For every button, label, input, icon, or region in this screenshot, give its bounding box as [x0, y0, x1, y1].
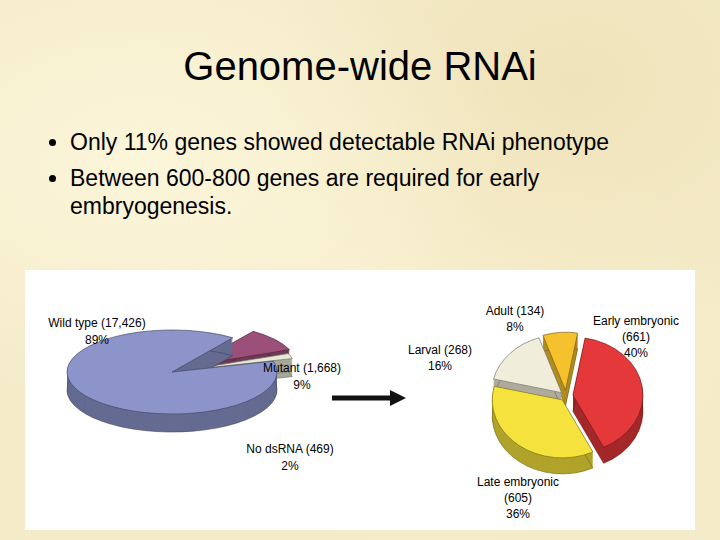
label-part: (469) [302, 442, 333, 456]
slice-label: Larval (268) [408, 343, 472, 357]
pie-1 [492, 332, 643, 474]
arrow-head [390, 390, 406, 406]
label-part: Mutant [263, 361, 300, 375]
slice-label: 16% [428, 359, 452, 373]
slice-label: (605) [504, 491, 532, 505]
chart-area: Wild type (17,426) 89% Mutant (1,668) 9% No … [0, 0, 720, 540]
label-part: (17,426) [98, 316, 146, 330]
chart-panel [25, 270, 695, 530]
label-part: Early embryonic [593, 314, 679, 328]
bullet: Between 600-800 genes are required for e… [70, 164, 680, 220]
slice [492, 386, 593, 458]
slice-label: 2% [281, 459, 299, 473]
pie-0 [67, 330, 292, 432]
slice-label: (661) [622, 330, 650, 344]
slice-side [67, 331, 277, 415]
slice-label: 89% [85, 333, 109, 347]
slice-label: Late embryonic [477, 475, 559, 489]
slice-label: No dsRNA (469) [246, 442, 333, 456]
label-part: (134) [513, 304, 544, 318]
label-part: 2% [281, 459, 299, 473]
label-part: (661) [622, 330, 650, 344]
label-part: 89% [85, 333, 109, 347]
label-part: 16% [428, 359, 452, 373]
slice-label: 40% [624, 346, 648, 360]
label-part: 36% [506, 507, 530, 521]
slice-label: Wild type (17,426) [48, 316, 145, 330]
label-part: Adult [486, 304, 514, 318]
slide-title: Genome-wide RNAi [0, 42, 720, 90]
slice-label: 36% [506, 507, 530, 521]
slice-side [494, 339, 562, 394]
label-part: Larval [408, 343, 441, 357]
label-part: (268) [441, 343, 472, 357]
slice [67, 330, 277, 414]
label-part: 8% [506, 320, 524, 334]
label-part: 40% [624, 346, 648, 360]
slice [494, 338, 562, 393]
label-part: Wild type [48, 316, 98, 330]
label-part: Late embryonic [477, 475, 559, 489]
bullet: Only 11% genes showed detectable RNAi ph… [70, 128, 680, 156]
bullet-list: Only 11% genes showed detectable RNAi ph… [42, 128, 680, 228]
arrow [332, 396, 392, 401]
label-part: (1,668) [300, 361, 341, 375]
label-part: 9% [293, 378, 311, 392]
slice-label: 9% [293, 378, 311, 392]
slice-side [492, 387, 593, 459]
slice-label: 8% [506, 320, 524, 334]
label-part: (605) [504, 491, 532, 505]
slice-label: Mutant (1,668) [263, 361, 341, 375]
label-part: No dsRNA [246, 442, 303, 456]
slice-label: Adult (134) [486, 304, 545, 318]
slice-label: Early embryonic [593, 314, 679, 328]
